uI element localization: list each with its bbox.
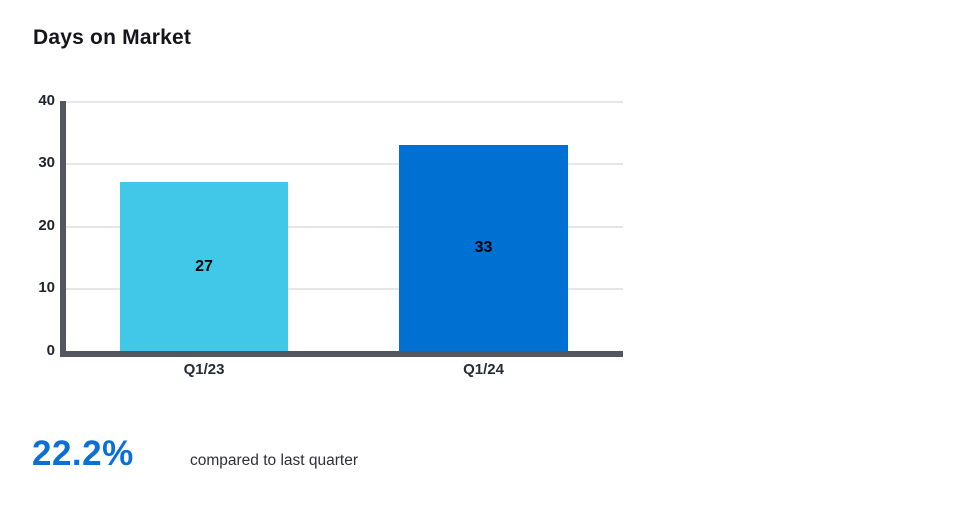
bar-q1-24: 33	[399, 145, 568, 351]
y-axis-tick-30: 30	[38, 154, 55, 171]
y-axis-tick-20: 20	[38, 217, 55, 234]
x-axis-label-q1-23: Q1/23	[183, 361, 225, 378]
gridline-30	[66, 163, 623, 165]
x-axis-line	[60, 351, 623, 357]
bar-q1-23: 27	[120, 182, 288, 351]
x-axis-label-q1-24: Q1/24	[463, 361, 504, 378]
gridline-20	[66, 226, 623, 228]
y-axis-tick-40: 40	[38, 92, 55, 109]
bar-value-label: 27	[195, 257, 213, 275]
chart-title: Days on Market	[33, 26, 192, 49]
y-axis-line	[60, 101, 66, 357]
bar-value-label: 33	[474, 239, 493, 256]
gridline-10	[66, 288, 623, 290]
change-caption: compared to last quarter	[190, 452, 359, 469]
change-percentage: 22.2%	[32, 434, 134, 473]
y-axis-tick-10: 10	[38, 279, 55, 296]
gridline-40	[66, 101, 623, 103]
y-axis-tick-0: 0	[46, 342, 55, 359]
